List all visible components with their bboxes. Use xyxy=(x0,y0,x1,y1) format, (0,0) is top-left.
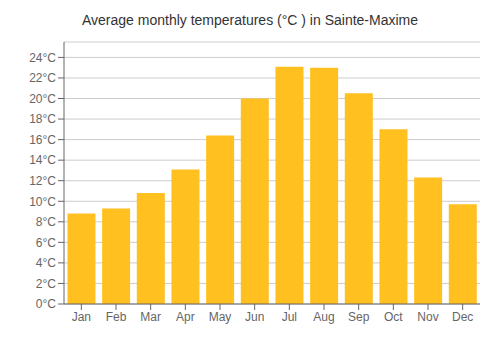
svg-text:May: May xyxy=(209,310,232,324)
svg-text:Feb: Feb xyxy=(106,310,127,324)
svg-text:18°C: 18°C xyxy=(29,112,56,126)
svg-text:6°C: 6°C xyxy=(36,236,56,250)
svg-text:Apr: Apr xyxy=(176,310,195,324)
svg-text:Mar: Mar xyxy=(140,310,161,324)
svg-text:2°C: 2°C xyxy=(36,277,56,291)
svg-text:4°C: 4°C xyxy=(36,256,56,270)
svg-text:24°C: 24°C xyxy=(29,51,56,65)
svg-text:Jun: Jun xyxy=(245,310,264,324)
svg-text:Jan: Jan xyxy=(72,310,91,324)
svg-text:Aug: Aug xyxy=(313,310,334,324)
svg-text:Dec: Dec xyxy=(452,310,473,324)
svg-text:12°C: 12°C xyxy=(29,174,56,188)
svg-text:Jul: Jul xyxy=(282,310,297,324)
html-text:Average monthly temperatures (: Average monthly temperatures (°C ) in Sa… xyxy=(82,12,418,28)
svg-text:10°C: 10°C xyxy=(29,195,56,209)
svg-text:Sep: Sep xyxy=(348,310,370,324)
svg-text:22°C: 22°C xyxy=(29,71,56,85)
svg-text:16°C: 16°C xyxy=(29,133,56,147)
svg-text:20°C: 20°C xyxy=(29,92,56,106)
svg-text:0°C: 0°C xyxy=(36,297,56,311)
svg-text:Nov: Nov xyxy=(417,310,438,324)
svg-text:14°C: 14°C xyxy=(29,153,56,167)
svg-text:Oct: Oct xyxy=(384,310,403,324)
svg-text:8°C: 8°C xyxy=(36,215,56,229)
